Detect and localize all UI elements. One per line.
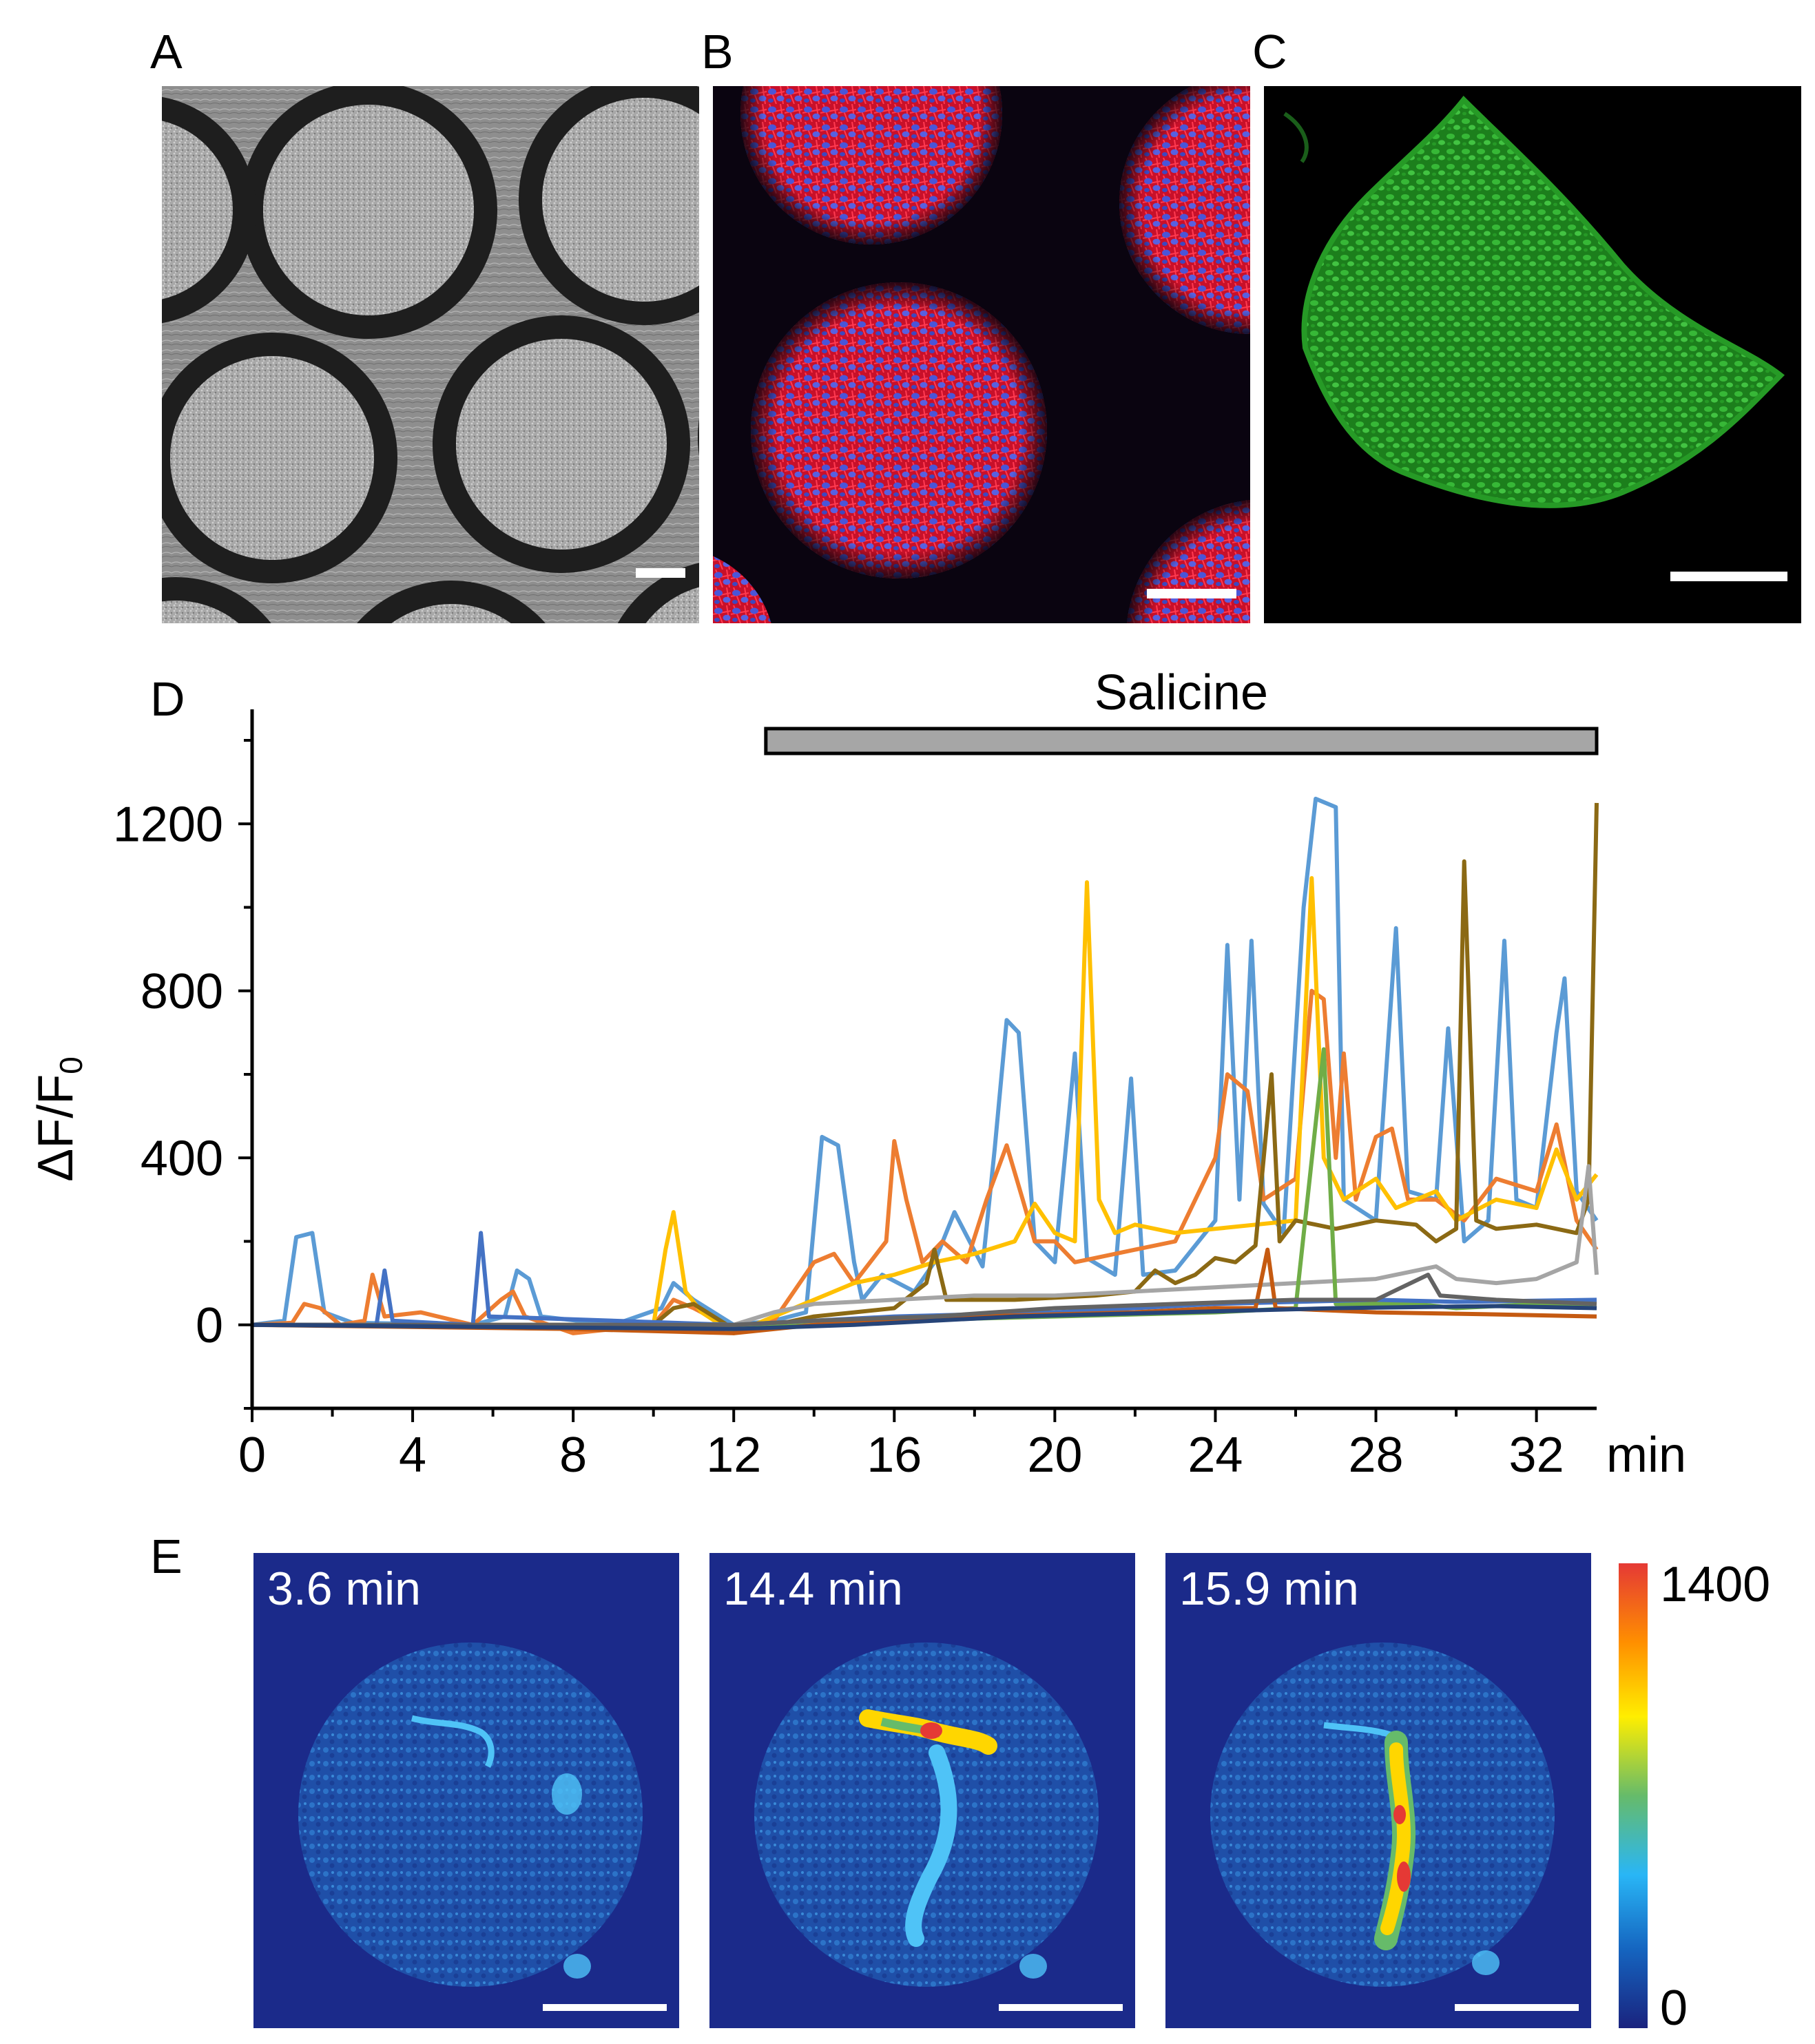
x-axis-label: min: [1606, 1428, 1686, 1483]
x-tick-label: 4: [399, 1428, 426, 1483]
micrograph-b: [713, 86, 1250, 623]
salicine-annotation: Salicine: [764, 665, 1599, 755]
heatmap-e2: 14.4 min: [709, 1553, 1135, 2028]
x-tick-label: 24: [1187, 1428, 1243, 1483]
panel-label-e: E: [150, 1530, 183, 1583]
timestamp-e2: 14.4 min: [723, 1563, 903, 1615]
panel-label-c: C: [1252, 25, 1287, 79]
heatmap-e1-image: [253, 1553, 679, 2028]
micrograph-a-image: [162, 86, 699, 623]
heatmap-e3: 15.9 min: [1165, 1553, 1591, 2028]
scale-bar-e2: [999, 2004, 1123, 2011]
y-axis-label-main: ΔF/F: [28, 1074, 83, 1182]
x-tick-label: 28: [1348, 1428, 1403, 1483]
y-tick-label: 1200: [113, 797, 223, 852]
y-tick-label: 400: [141, 1131, 223, 1186]
series-line-5: [252, 1164, 1599, 1327]
y-tick-label: 800: [141, 964, 223, 1019]
scale-bar-e1: [543, 2004, 667, 2011]
x-tick-label: 12: [706, 1428, 761, 1483]
x-tick-label: 16: [867, 1428, 922, 1483]
micrograph-b-image: [713, 86, 1250, 623]
x-tick-label: 8: [559, 1428, 587, 1483]
scale-bar-b: [1147, 589, 1236, 598]
colorbar-max-label: 1400: [1660, 1557, 1771, 1612]
series-line-10: [251, 1304, 1597, 1331]
heatmap-e2-image: [709, 1553, 1135, 2028]
y-axis-label: ΔF/F0: [28, 1056, 89, 1182]
chart-d: Salicine 0 400 800 1200 0 4 8 12 16 20 24 28 32 min Δ…: [28, 665, 1686, 1483]
colorbar-min-label: 0: [1660, 1981, 1688, 2036]
x-tick-label: 0: [238, 1428, 266, 1483]
series-line-1: [251, 796, 1599, 1327]
timestamp-e1: 3.6 min: [267, 1563, 421, 1615]
series-layer: [251, 796, 1599, 1335]
salicine-bar: [764, 727, 1599, 755]
scale-bar-a: [636, 568, 685, 578]
scale-bar-e3: [1455, 2004, 1579, 2011]
x-tick-label: 32: [1509, 1428, 1564, 1483]
panel-label-a: A: [150, 25, 183, 79]
timestamp-e3: 15.9 min: [1179, 1563, 1359, 1615]
series-line-2: [251, 988, 1599, 1335]
scale-bar-c: [1670, 572, 1787, 581]
colorbar: [1619, 1563, 1648, 2028]
panel-label-b: B: [701, 25, 734, 79]
y-tick-label: 0: [196, 1298, 223, 1353]
axes: 0 400 800 1200 0 4 8 12 16 20 24 28 32 min: [113, 709, 1686, 1483]
heatmap-e3-image: [1165, 1553, 1591, 2028]
panel-label-d: D: [150, 672, 185, 726]
heatmap-e1: 3.6 min: [253, 1553, 679, 2028]
y-axis-label-subscript: 0: [53, 1056, 89, 1074]
micrograph-c-image: [1264, 86, 1801, 623]
series-line-8: [251, 1247, 1597, 1335]
x-tick-label: 20: [1027, 1428, 1082, 1483]
salicine-label: Salicine: [1095, 665, 1268, 720]
series-line-9: [252, 1273, 1597, 1327]
micrograph-c: [1264, 86, 1801, 623]
series-line-4: [252, 802, 1599, 1331]
micrograph-a: [162, 86, 699, 623]
